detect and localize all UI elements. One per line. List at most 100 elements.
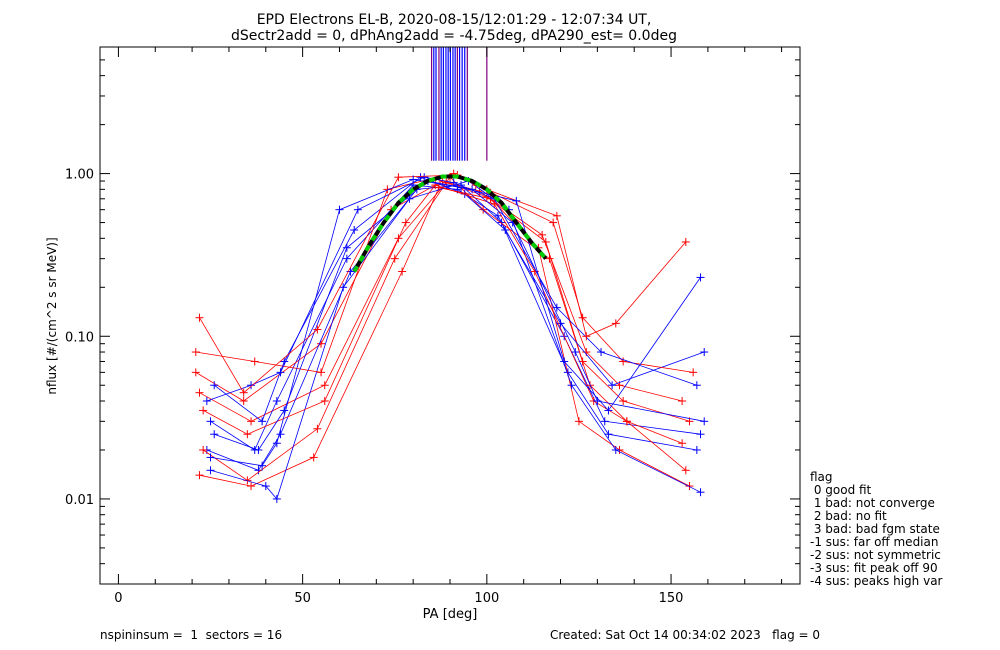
data-point [206,417,215,426]
data-point [611,319,620,328]
legend-item: 2 bad: no fit [810,509,887,523]
data-point [394,173,403,182]
data-point [604,430,613,439]
data-point [191,348,200,357]
data-point [409,175,418,184]
data-point [191,368,200,377]
data-point [681,237,690,246]
series-line [210,180,701,500]
legend-item: 0 good fit [810,483,872,497]
x-tick-label: 150 [659,591,684,606]
data-point [449,178,458,187]
data-point [195,471,204,480]
data-point [239,396,248,405]
series-line [199,187,690,487]
chart-title: EPD Electrons EL-B, 2020-08-15/12:01:29 … [257,12,652,28]
data-point [247,482,256,491]
data-point [317,339,326,348]
data-point [611,445,620,454]
data-point [239,388,248,397]
data-point [247,381,256,390]
data-point [335,205,344,214]
data-point [195,313,204,322]
footer-sector-info: nspininsum = 1 sectors = 16 [100,628,282,642]
data-point [272,439,281,448]
data-point [202,396,211,405]
data-point [276,368,285,377]
series-line [206,176,697,402]
data-point [401,218,410,227]
data-point [206,466,215,475]
y-axis-label: nflux [#/(cm^2 s sr MeV)] [45,237,59,394]
legend-title: flag [810,470,833,484]
data-point [313,325,322,334]
x-tick-label: 50 [294,591,311,606]
series-line [210,179,701,467]
legend-item: -3 sus: fit peak off 90 [810,561,938,575]
legend-item: -4 sus: peaks high var [810,574,943,588]
legend-item: 1 bad: not converge [810,496,935,510]
legend-item: -2 sus: not symmetric [810,548,941,562]
data-point [390,254,399,263]
y-tick-label: 0.01 [65,493,94,508]
data-point [692,445,701,454]
y-tick-label: 0.10 [65,330,94,345]
data-point [313,424,322,433]
legend-item: 3 bad: bad fgm state [810,522,940,536]
data-point [692,381,701,390]
series-line [214,180,705,451]
series-line [195,180,683,402]
data-point [582,332,591,341]
data-point [210,430,219,439]
data-point [696,430,705,439]
data-point [261,482,270,491]
data-point [210,381,219,390]
legend-item: -1 sus: far off median [810,535,938,549]
data-point [272,494,281,503]
data-point [258,461,267,470]
data-point [678,439,687,448]
data-point [604,406,613,415]
data-point [549,218,558,227]
data-point [597,348,606,357]
fit-curve [352,174,548,273]
data-point [320,396,329,405]
footer-created-info: Created: Sat Oct 14 00:34:02 2023 flag =… [550,628,820,642]
data-point [276,430,285,439]
x-tick-label: 100 [474,591,499,606]
data-point [457,183,466,192]
data-point [619,357,628,366]
data-point [574,417,583,426]
data-point [309,453,318,462]
data-point [600,417,609,426]
data-point [493,211,502,220]
data-point [696,273,705,282]
data-point [199,445,208,454]
data-point [342,243,351,252]
plot-data [191,47,709,503]
x-axis-label: PA [deg] [423,607,478,622]
data-point [501,226,510,235]
data-point [250,357,259,366]
data-point [195,388,204,397]
series-line [195,173,694,373]
data-point [243,430,252,439]
data-point [545,254,554,263]
data-point [700,417,709,426]
data-point [398,267,407,276]
data-point [696,488,705,497]
data-point [206,453,215,462]
series-line [206,184,697,471]
data-point [497,218,506,227]
data-point [619,396,628,405]
data-point [685,482,694,491]
series-line [199,174,687,394]
data-point [342,254,351,263]
data-point [552,211,561,220]
data-point [317,368,326,377]
data-point [567,381,576,390]
data-point [490,200,499,209]
data-point [254,445,263,454]
data-point [608,381,617,390]
